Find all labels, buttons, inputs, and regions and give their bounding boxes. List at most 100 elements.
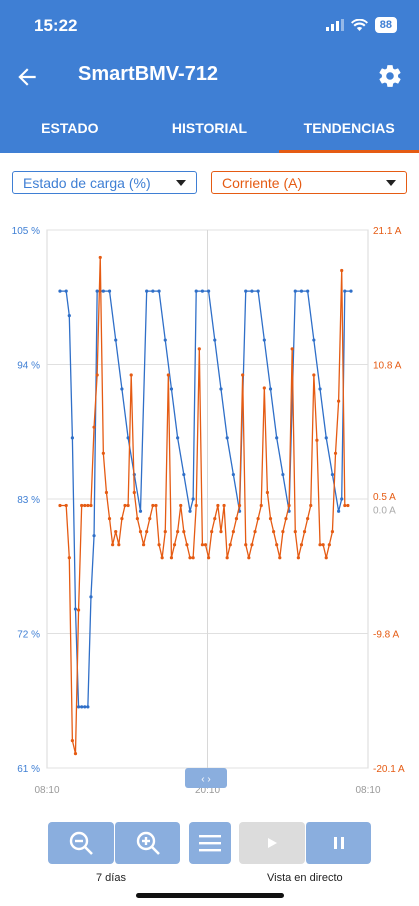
soc-series-point [188, 509, 192, 513]
current-series-point [318, 543, 322, 547]
soc-series-point [73, 607, 78, 611]
soc-series-point [126, 436, 130, 440]
soc-series-point [312, 338, 316, 342]
current-series-point [275, 543, 279, 547]
current-series-point [176, 530, 180, 534]
soc-series-point [206, 289, 211, 293]
soc-series-point [157, 289, 161, 293]
current-series-point [265, 490, 270, 495]
soc-series-point [219, 387, 223, 391]
current-series-point [92, 425, 96, 429]
app-header: 15:22 88 SmartBMV-712 ESTADO HISTORIAL T… [0, 0, 419, 153]
soc-series-point [262, 338, 266, 342]
chart-controls [48, 822, 371, 866]
current-series-point [206, 556, 211, 560]
current-series-point [148, 516, 152, 521]
current-series-point [296, 556, 300, 560]
current-series-point [129, 373, 133, 377]
status-icons: 88 [325, 17, 397, 33]
right-series-label: Corriente (A) [222, 174, 303, 191]
current-series-point [141, 543, 146, 547]
current-series-point [191, 556, 195, 560]
current-series-point [98, 255, 102, 260]
current-series-point [89, 503, 93, 508]
current-series-point [293, 530, 297, 534]
play-icon [268, 838, 277, 848]
current-series-point [64, 503, 68, 508]
current-series-point [262, 386, 266, 390]
current-series-point [169, 556, 174, 560]
soc-series-point [299, 289, 304, 293]
current-series-point [107, 516, 112, 521]
soc-series-point [191, 497, 195, 501]
soc-series-point [318, 387, 322, 391]
left-series-select[interactable]: Estado de carga (%) [12, 171, 197, 194]
current-series-point [250, 543, 254, 547]
back-arrow-icon[interactable] [14, 64, 40, 90]
current-series-point [302, 530, 307, 534]
current-series-point [83, 503, 87, 508]
menu-icon [199, 835, 221, 852]
current-series-point [213, 516, 217, 521]
soc-series-point [268, 387, 273, 391]
current-series-point [299, 543, 304, 547]
current-series-point [278, 556, 282, 560]
soc-series-point [58, 289, 62, 293]
current-series-point [287, 503, 291, 508]
current-series-point [306, 516, 310, 521]
current-series-point [337, 399, 341, 403]
current-series-point [163, 530, 167, 534]
current-series-point [200, 543, 205, 547]
home-indicator [136, 893, 284, 898]
current-series-point [259, 503, 263, 508]
current-series-point [315, 438, 319, 442]
current-series-point [101, 451, 105, 455]
menu-button[interactable] [189, 822, 231, 864]
soc-series-point [138, 509, 143, 513]
current-series-point [333, 451, 338, 455]
soc-series-point [120, 387, 124, 391]
tab-tendencias[interactable]: TENDENCIAS [279, 110, 419, 153]
current-series-point [182, 530, 186, 534]
gear-icon[interactable] [377, 63, 403, 89]
soc-series-point [64, 289, 68, 293]
current-series-point [244, 543, 248, 547]
current-series-point [346, 503, 350, 508]
soc-series-point [306, 289, 310, 293]
tab-estado[interactable]: ESTADO [41, 120, 99, 136]
current-series-line [60, 257, 348, 754]
current-series-point [179, 503, 183, 508]
trend-chart-svg[interactable]: 105 % 94 % 83 % 72 % 61 % 21.1 A 10.8 A 0.5 A 0.… [0, 215, 419, 805]
zoom-in-button[interactable] [114, 822, 180, 864]
pause-icon [333, 837, 344, 849]
current-series-point [216, 503, 220, 508]
pause-button[interactable] [305, 822, 371, 864]
soc-series-point [256, 289, 260, 293]
current-series-point [343, 503, 347, 508]
battery-icon: 88 [374, 17, 397, 33]
chevron-down-icon [386, 179, 396, 186]
current-series-point [151, 503, 155, 508]
trend-chart[interactable]: 105 % 94 % 83 % 72 % 61 % 21.1 A 10.8 A 0.5 A 0.… [0, 215, 419, 805]
scroll-handle [185, 768, 227, 788]
soc-series-point [324, 436, 328, 440]
current-series-point [117, 543, 121, 547]
current-series-point [157, 543, 161, 547]
soc-series-point [330, 472, 335, 477]
tab-historial[interactable]: HISTORIAL [171, 120, 248, 136]
current-series-point [253, 530, 257, 534]
cell-signal-icon [325, 19, 344, 31]
soc-series-point [250, 289, 254, 293]
current-series-point [76, 608, 81, 612]
soc-series-point [95, 289, 99, 293]
play-button[interactable] [239, 822, 305, 864]
current-series-point [324, 556, 328, 560]
zoom-out-button[interactable] [48, 822, 114, 864]
current-series-point [327, 543, 331, 547]
y-right-tick-label: 0.5 A [373, 492, 396, 503]
right-series-select[interactable]: Corriente (A) [211, 171, 407, 194]
current-series-point [95, 373, 99, 377]
current-series-point [197, 347, 201, 351]
live-view-label: Vista en directo [267, 872, 343, 884]
soc-series-point [337, 509, 341, 513]
